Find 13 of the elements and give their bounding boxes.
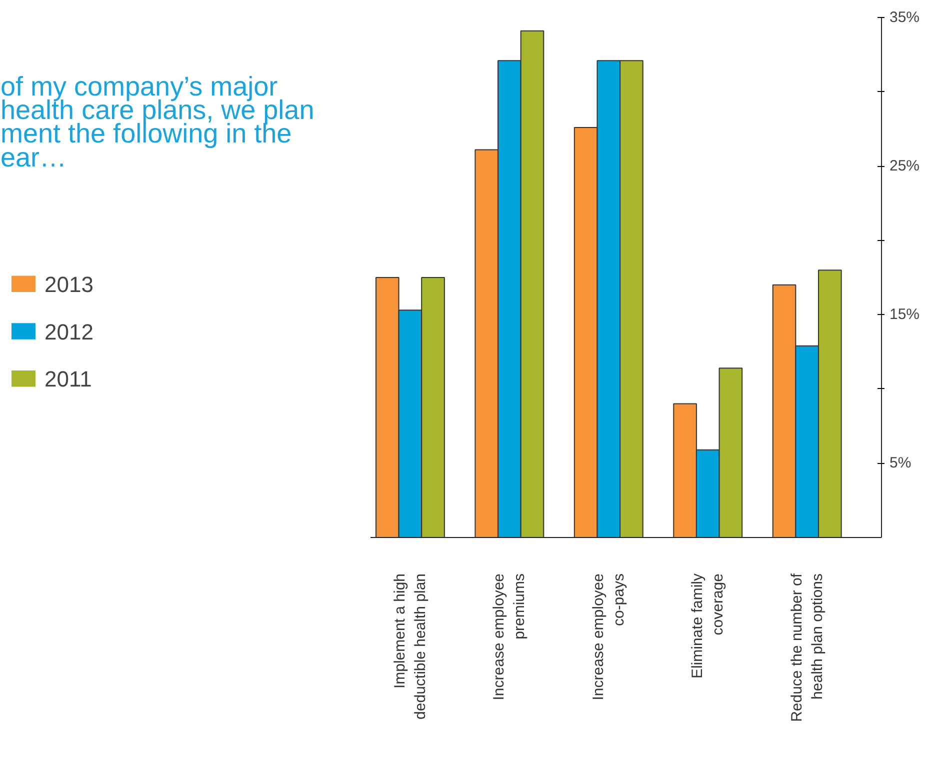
x-tick-label: Eliminate family coverage	[689, 573, 727, 679]
legend-label: 2011	[44, 366, 92, 392]
x-tick-label: Increase employee co-pays	[590, 573, 628, 700]
legend-label: 2012	[44, 319, 94, 344]
y-tick-label: 25%	[890, 158, 920, 175]
x-tick-label: Reduce the number of health plan options	[788, 572, 826, 722]
x-tick-label: Increase employee premiums	[490, 573, 528, 700]
x-tick-label: Implement a high deductible health plan	[391, 573, 429, 720]
text: of my company’s major health care plans, we plan ment the following in the ear…	[0, 71, 314, 172]
y-tick-label: 35%	[890, 9, 920, 26]
y-tick-label: 15%	[890, 306, 920, 324]
legend-label: 2013	[44, 272, 94, 297]
y-tick-label: 5%	[890, 454, 912, 472]
